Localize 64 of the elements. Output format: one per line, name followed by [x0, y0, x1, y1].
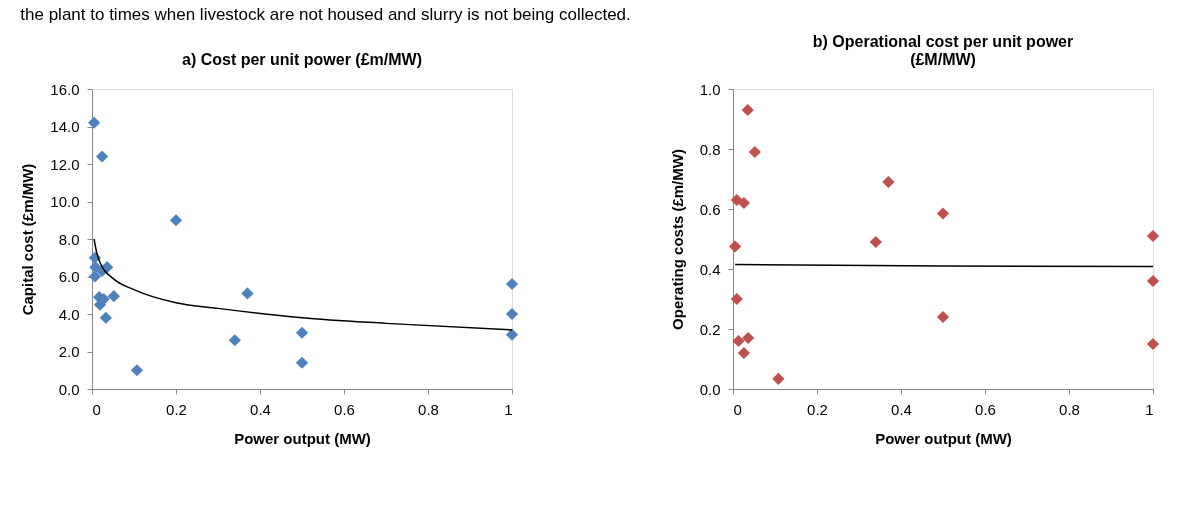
point	[936, 207, 950, 220]
x-tick-label: 0.8	[418, 400, 439, 418]
y-tick-label: 0.0	[699, 380, 721, 398]
x-tick-label: 0.8	[1059, 400, 1080, 418]
point	[95, 150, 109, 163]
point	[869, 235, 882, 249]
y-tick-label: 8.0	[58, 230, 80, 248]
y-tick-label: 1.0	[699, 80, 721, 98]
point	[228, 334, 241, 347]
point	[882, 175, 895, 189]
x-tick-label: 1	[504, 400, 513, 418]
point	[936, 310, 950, 324]
x-tick-label: 0.4	[250, 400, 271, 418]
point	[505, 277, 519, 291]
point	[741, 103, 754, 117]
y-tick-label: 0.0	[58, 380, 80, 398]
point	[130, 364, 144, 377]
y-tick-label: 0.4	[699, 260, 721, 278]
point	[107, 290, 120, 303]
x-tick-label: 0	[92, 400, 101, 418]
y-tick-label: 2.0	[58, 343, 80, 360]
chart-title: a) Cost per unit power (£m/MW)	[182, 51, 422, 68]
point	[737, 196, 751, 210]
point	[169, 214, 183, 227]
point	[241, 287, 254, 300]
point	[505, 307, 519, 321]
x-tick-label: 0.6	[975, 400, 996, 418]
point	[748, 145, 761, 159]
x-tick-label: 1	[1145, 400, 1154, 418]
point	[99, 311, 112, 324]
text: the plant to times when livestock are not housed and slurry is not being collected.	[20, 4, 631, 24]
point	[728, 240, 742, 253]
y-tick-label: 0.8	[699, 140, 721, 158]
y-tick-label: 0.2	[699, 320, 721, 338]
x-axis-title: Power output (MW)	[234, 429, 371, 447]
point	[87, 116, 101, 129]
point	[295, 356, 309, 369]
x-tick-label: 0.4	[891, 400, 912, 418]
y-tick-label: 16.0	[50, 80, 80, 98]
point	[737, 346, 751, 360]
y-tick-label: 14.0	[50, 118, 80, 135]
x-tick-label: 0.2	[807, 400, 828, 418]
x-tick-label: 0	[733, 400, 742, 418]
x-axis-title: Power output (MW)	[875, 429, 1012, 447]
x-tick-label: 0.6	[334, 400, 355, 418]
x-tick-label: 0.2	[166, 400, 187, 418]
point	[742, 331, 755, 345]
point	[1146, 229, 1160, 243]
point	[505, 328, 519, 341]
y-tick-label: 10.0	[50, 193, 80, 210]
point	[732, 334, 745, 348]
point	[88, 270, 102, 283]
y-tick-label: 0.6	[699, 200, 721, 218]
point	[772, 372, 785, 385]
y-tick-label: 6.0	[58, 268, 80, 285]
y-tick-label: 4.0	[58, 305, 80, 323]
point	[1146, 337, 1160, 351]
y-tick-label: 12.0	[50, 155, 80, 173]
y-axis-title: Capital cost (£m/MW)	[19, 163, 37, 316]
chart-title: b) Operational cost per unit power (£M/MW)	[812, 33, 1074, 68]
point	[295, 326, 309, 339]
point	[730, 292, 743, 306]
point	[1146, 274, 1160, 288]
y-axis-title: Operating costs (£m/MW)	[668, 149, 686, 330]
